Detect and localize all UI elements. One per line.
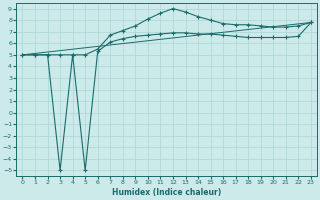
- X-axis label: Humidex (Indice chaleur): Humidex (Indice chaleur): [112, 188, 221, 197]
